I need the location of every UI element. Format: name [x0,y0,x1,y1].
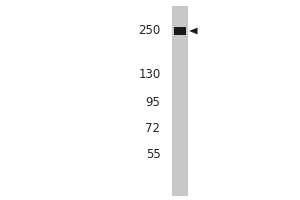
Polygon shape [189,28,197,34]
Text: 55: 55 [146,148,160,162]
Text: 250: 250 [138,24,160,38]
Text: 130: 130 [138,68,160,82]
Bar [172,6,188,196]
Text: 95: 95 [146,97,160,110]
Bar [174,27,186,35]
Text: 72: 72 [146,122,160,136]
